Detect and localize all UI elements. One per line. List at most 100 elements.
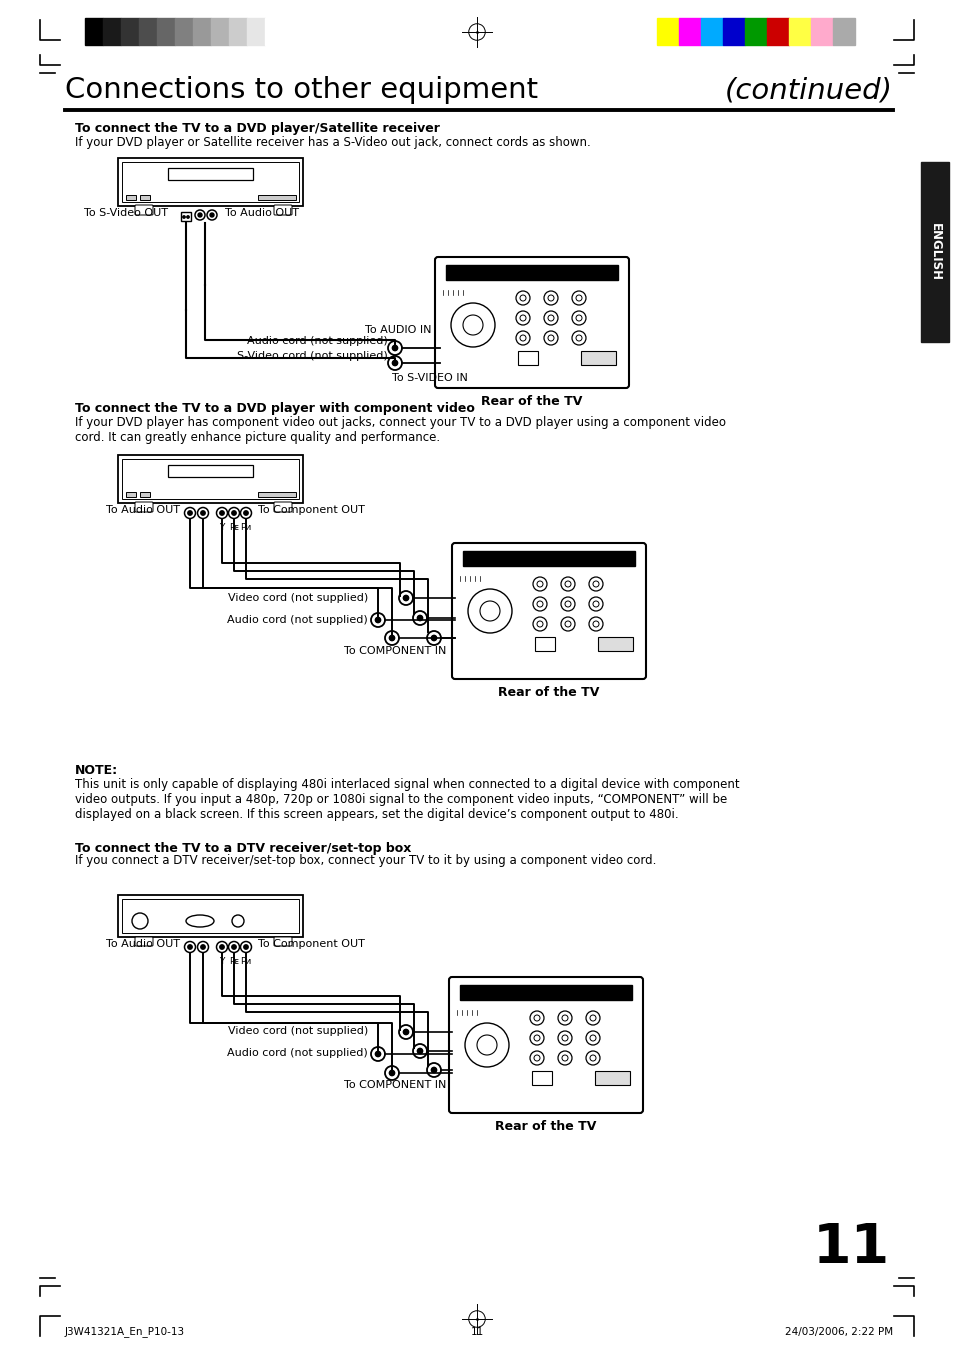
Text: To S-VIDEO IN: To S-VIDEO IN: [392, 373, 468, 382]
Text: To AUDIO IN: To AUDIO IN: [365, 326, 432, 335]
Circle shape: [403, 1029, 408, 1035]
Bar: [657, 18, 679, 45]
Text: NOTE:: NOTE:: [75, 765, 118, 777]
Text: To COMPONENT IN: To COMPONENT IN: [343, 1079, 446, 1090]
Text: Audio cord (not supplied): Audio cord (not supplied): [227, 615, 368, 626]
Text: Y: Y: [219, 523, 225, 532]
Circle shape: [183, 216, 185, 219]
Circle shape: [392, 361, 397, 366]
Circle shape: [188, 511, 192, 515]
Circle shape: [244, 511, 248, 515]
Text: Y: Y: [219, 957, 225, 966]
Text: J3W41321A_En_P10-13: J3W41321A_En_P10-13: [65, 1327, 185, 1337]
Text: To connect the TV to a DVD player with component video: To connect the TV to a DVD player with c…: [75, 403, 475, 415]
Text: To S-Video OUT: To S-Video OUT: [84, 208, 168, 218]
Bar: [920, 162, 948, 342]
Text: Pᴇ: Pᴇ: [229, 523, 238, 532]
Text: If you connect a DTV receiver/set-top box, connect your TV to it by using a comp: If you connect a DTV receiver/set-top bo…: [75, 854, 656, 867]
Bar: [459, 985, 631, 1000]
FancyBboxPatch shape: [118, 455, 303, 503]
Bar: [211, 18, 230, 45]
Circle shape: [389, 1070, 395, 1075]
Bar: [744, 18, 767, 45]
FancyBboxPatch shape: [452, 543, 645, 680]
Text: Rear of the TV: Rear of the TV: [497, 686, 599, 698]
Bar: [832, 18, 855, 45]
Circle shape: [200, 944, 205, 950]
Bar: [103, 18, 121, 45]
Bar: [532, 1071, 552, 1085]
Text: To Audio OUT: To Audio OUT: [225, 208, 298, 218]
Text: (continued): (continued): [724, 76, 892, 104]
Bar: [168, 168, 253, 180]
Bar: [126, 195, 136, 200]
Text: Video cord (not supplied): Video cord (not supplied): [228, 1025, 368, 1036]
Bar: [126, 492, 136, 497]
Text: 24/03/2006, 2:22 PM: 24/03/2006, 2:22 PM: [784, 1327, 892, 1337]
Bar: [589, 986, 618, 998]
Text: Pᴎ: Pᴎ: [240, 523, 252, 532]
Bar: [766, 18, 789, 45]
Text: To Component OUT: To Component OUT: [257, 505, 364, 515]
Bar: [810, 18, 833, 45]
Text: Rear of the TV: Rear of the TV: [495, 1120, 596, 1133]
FancyBboxPatch shape: [274, 938, 292, 946]
Bar: [229, 18, 247, 45]
Bar: [593, 553, 620, 563]
Text: Video cord (not supplied): Video cord (not supplied): [228, 593, 368, 603]
FancyBboxPatch shape: [135, 503, 152, 512]
Circle shape: [232, 511, 236, 515]
Circle shape: [187, 216, 189, 219]
Bar: [265, 18, 283, 45]
Bar: [139, 18, 157, 45]
Circle shape: [375, 617, 380, 623]
Bar: [576, 266, 603, 278]
Circle shape: [389, 635, 395, 640]
Bar: [247, 18, 265, 45]
Text: To COMPONENT IN: To COMPONENT IN: [343, 646, 446, 657]
Bar: [121, 18, 139, 45]
Text: Rear of the TV: Rear of the TV: [481, 394, 582, 408]
FancyBboxPatch shape: [274, 503, 292, 512]
Circle shape: [244, 944, 248, 950]
Text: To connect the TV to a DVD player/Satellite receiver: To connect the TV to a DVD player/Satell…: [75, 122, 439, 135]
Circle shape: [375, 1051, 380, 1056]
Text: Pᴇ: Pᴇ: [229, 957, 238, 966]
FancyBboxPatch shape: [135, 938, 152, 946]
Bar: [257, 492, 295, 497]
Text: To Component OUT: To Component OUT: [257, 939, 364, 948]
Text: To connect the TV to a DTV receiver/set-top box: To connect the TV to a DTV receiver/set-…: [75, 842, 411, 855]
Bar: [462, 551, 635, 566]
Bar: [257, 195, 295, 200]
Circle shape: [431, 635, 436, 640]
Text: Pᴎ: Pᴎ: [240, 957, 252, 966]
Circle shape: [219, 511, 224, 515]
Text: ENGLISH: ENGLISH: [927, 223, 941, 281]
Circle shape: [431, 1067, 436, 1073]
FancyBboxPatch shape: [274, 205, 292, 215]
Text: This unit is only capable of displaying 480i interlaced signal when connected to: This unit is only capable of displaying …: [75, 778, 739, 821]
Bar: [580, 351, 616, 365]
Bar: [140, 492, 150, 497]
FancyBboxPatch shape: [449, 977, 642, 1113]
Circle shape: [200, 511, 205, 515]
Bar: [140, 195, 150, 200]
Text: To Audio OUT: To Audio OUT: [106, 939, 180, 948]
Text: Audio cord (not supplied): Audio cord (not supplied): [227, 1048, 368, 1058]
Circle shape: [392, 346, 397, 351]
Bar: [679, 18, 700, 45]
FancyBboxPatch shape: [435, 257, 628, 388]
Bar: [598, 638, 633, 651]
Bar: [446, 265, 618, 280]
Bar: [722, 18, 744, 45]
Bar: [85, 18, 103, 45]
FancyBboxPatch shape: [135, 205, 152, 215]
Text: If your DVD player has component video out jacks, connect your TV to a DVD playe: If your DVD player has component video o…: [75, 416, 725, 444]
Text: If your DVD player or Satellite receiver has a S-Video out jack, connect cords a: If your DVD player or Satellite receiver…: [75, 136, 590, 149]
Bar: [174, 18, 193, 45]
FancyBboxPatch shape: [118, 894, 303, 938]
Bar: [700, 18, 722, 45]
Circle shape: [210, 213, 213, 218]
FancyBboxPatch shape: [118, 158, 303, 205]
Text: To Audio OUT: To Audio OUT: [106, 505, 180, 515]
